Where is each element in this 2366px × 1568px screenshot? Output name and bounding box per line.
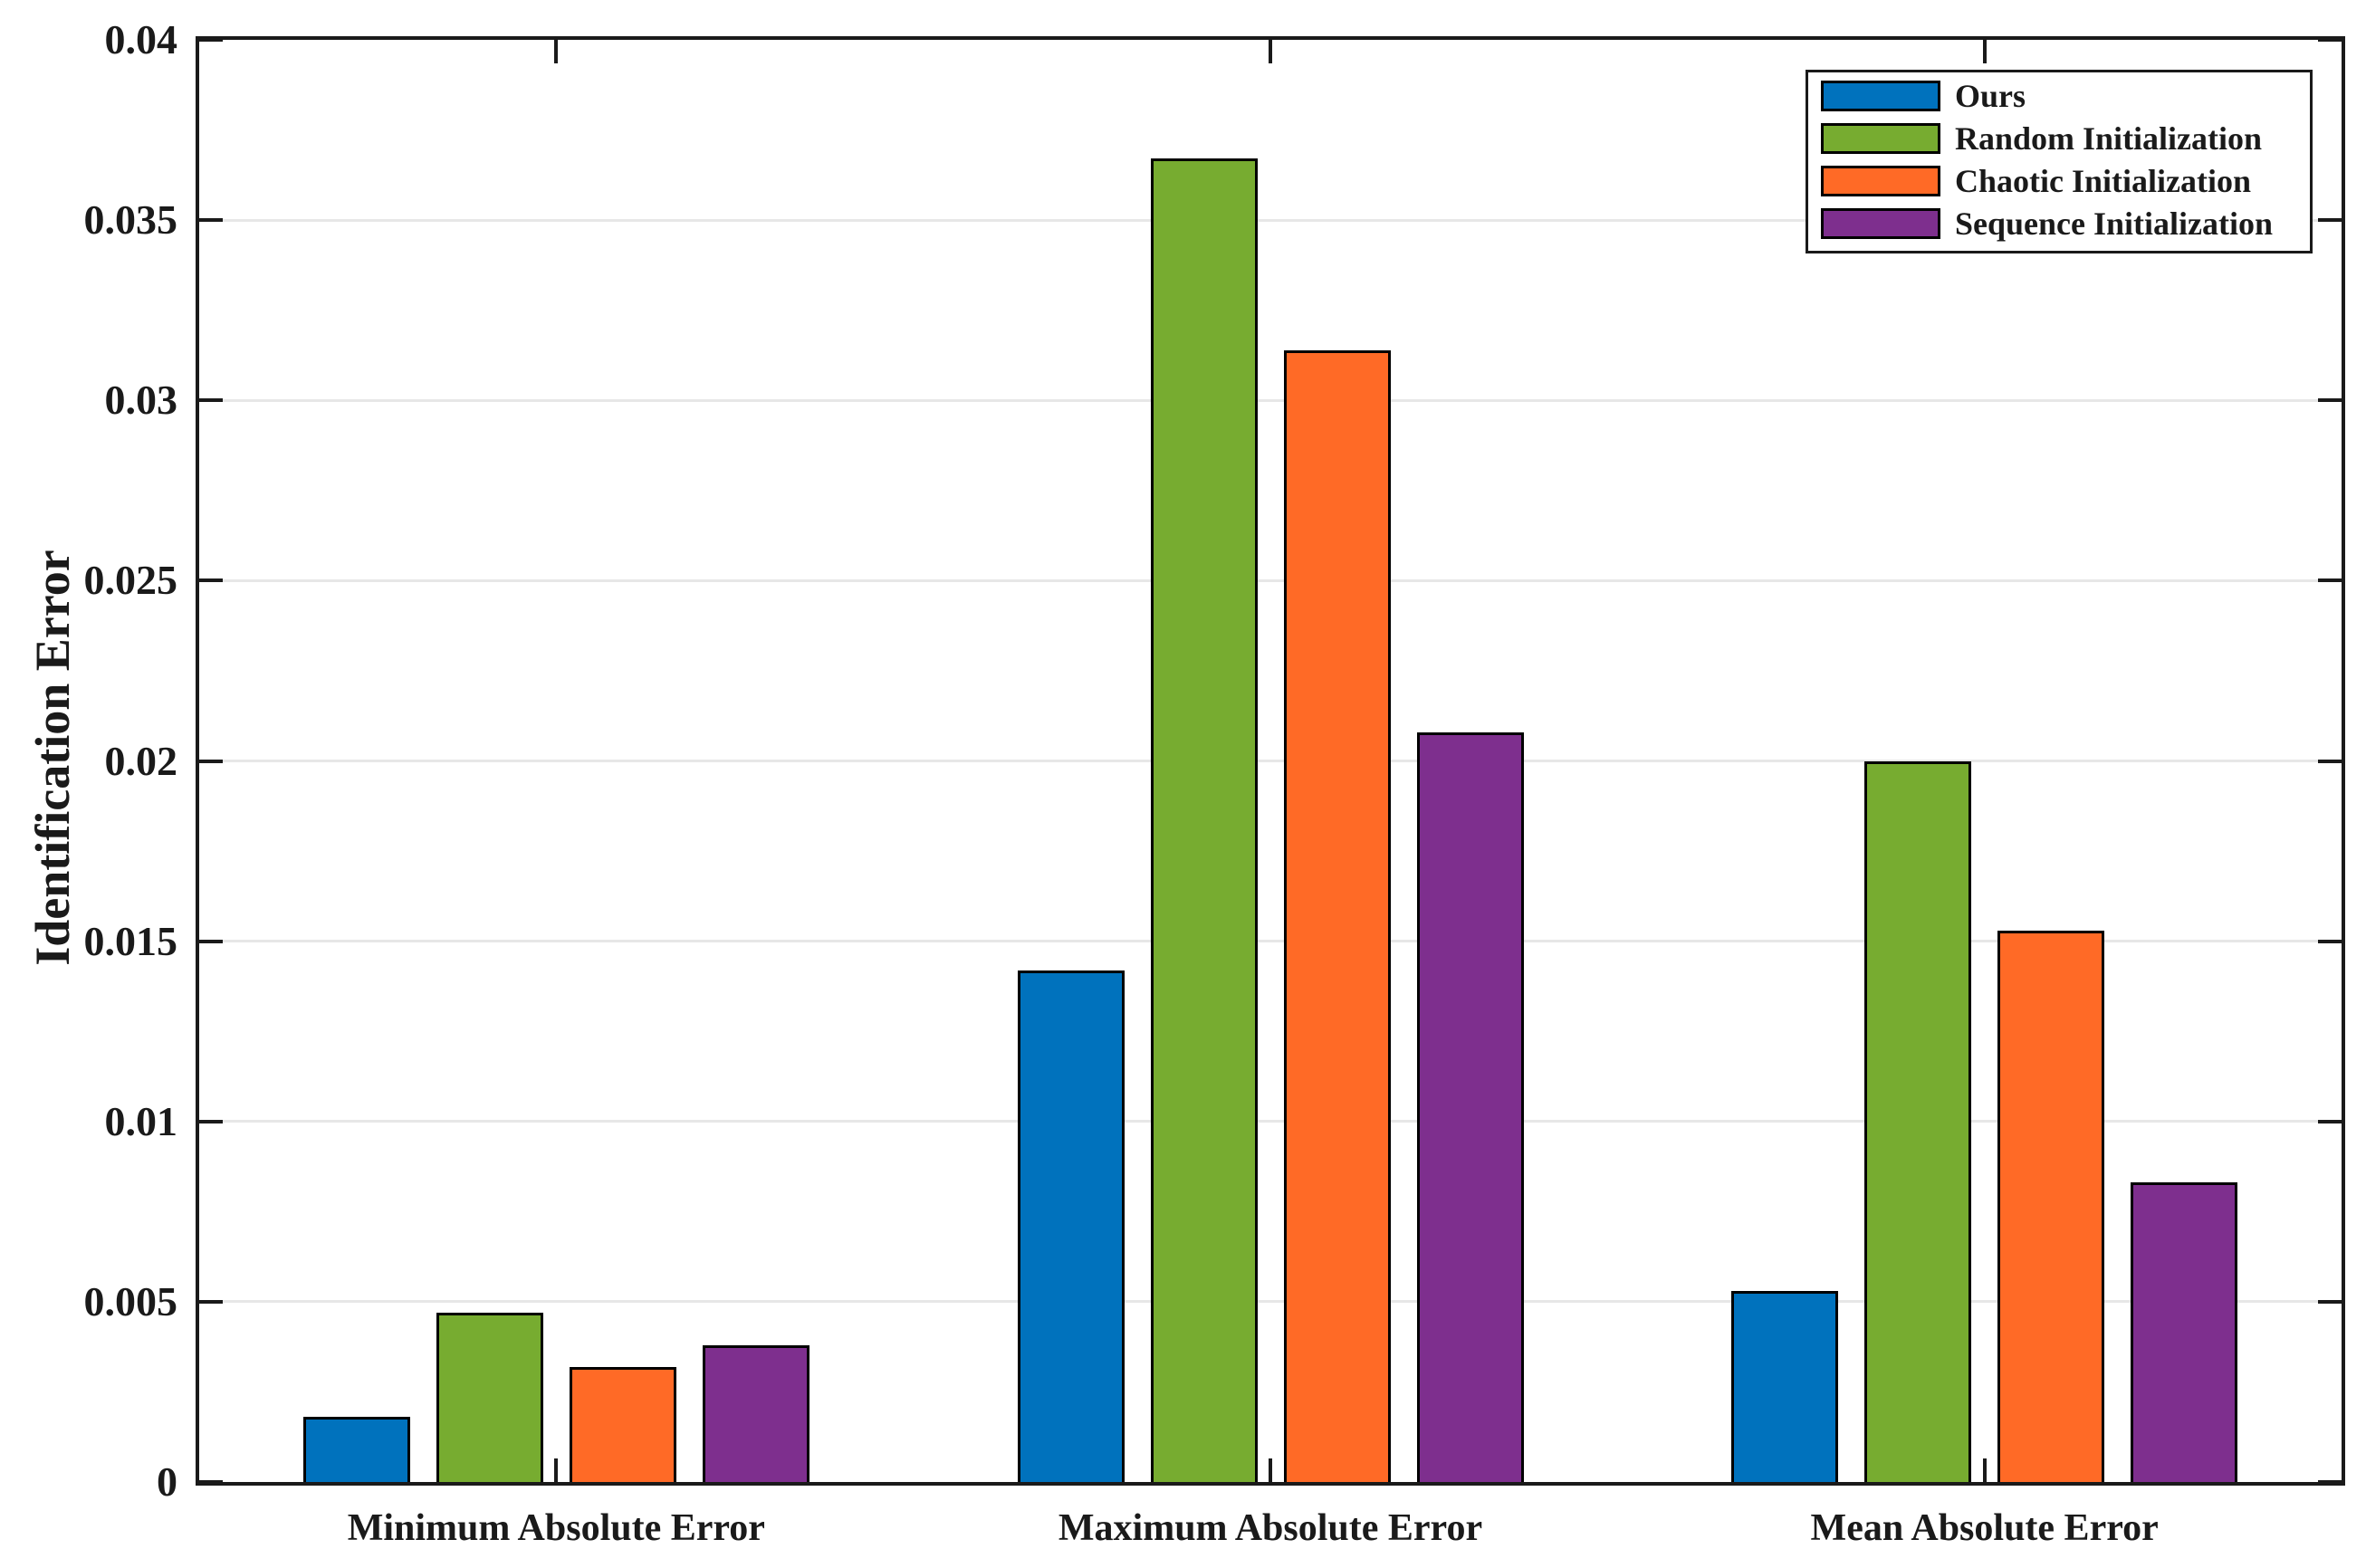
bar-sequence-initialization-1: [702, 1344, 809, 1482]
legend-item: Random Initialization: [1821, 120, 2310, 157]
x-tick-label: Mean Absolute Error: [1810, 1507, 2159, 1549]
y-tick-mark: [2318, 1299, 2342, 1304]
y-tick-mark: [199, 38, 223, 42]
y-tick-label: 0.04: [104, 16, 178, 62]
y-tick-mark: [2318, 1119, 2342, 1123]
y-tick-mark: [199, 939, 223, 943]
y-tick-mark: [199, 578, 223, 583]
bar-sequence-initialization-2: [1416, 731, 1524, 1482]
y-tick-label: 0.015: [83, 917, 178, 964]
y-tick-mark: [199, 398, 223, 403]
bar-chaotic-initialization-2: [1283, 349, 1391, 1482]
legend-label: Chaotic Initialization: [1955, 163, 2252, 199]
gridline: [199, 760, 2342, 762]
bar-random-initialization-3: [1864, 760, 1972, 1482]
y-tick-mark: [2318, 218, 2342, 223]
bar-random-initialization-1: [436, 1312, 543, 1482]
bar-sequence-initialization-3: [2131, 1182, 2238, 1482]
x-tick-mark: [1269, 40, 1272, 63]
legend-swatch-ours: [1821, 81, 1940, 111]
y-tick-label: 0.03: [104, 377, 178, 424]
bar-chaotic-initialization-1: [569, 1366, 676, 1482]
y-tick-mark: [199, 1299, 223, 1304]
x-tick-label: Maximum Absolute Error: [1058, 1507, 1483, 1549]
x-tick-mark: [1982, 1458, 1987, 1482]
legend-item: Ours: [1821, 78, 2310, 114]
x-tick-mark: [554, 1458, 559, 1482]
x-tick-mark: [1982, 40, 1987, 63]
y-tick-mark: [2318, 38, 2342, 42]
y-tick-mark: [2318, 578, 2342, 583]
legend-swatch-chaotic-initialization: [1821, 166, 1940, 196]
bar-random-initialization-2: [1150, 158, 1258, 1482]
y-tick-mark: [199, 759, 223, 763]
gridline: [199, 1300, 2342, 1304]
gridline: [199, 940, 2342, 943]
plot-area: [196, 36, 2345, 1486]
y-tick-label: 0.01: [104, 1097, 178, 1144]
gridline: [199, 1120, 2342, 1123]
bar-chaotic-initialization-3: [1997, 930, 2105, 1482]
bar-ours-2: [1017, 970, 1125, 1482]
y-tick-label: 0.005: [83, 1277, 178, 1324]
y-tick-label: 0.02: [104, 737, 178, 784]
y-tick-mark: [2318, 398, 2342, 403]
y-tick-label: 0: [157, 1458, 177, 1505]
bar-ours-1: [302, 1417, 410, 1482]
y-tick-mark: [199, 1119, 223, 1123]
x-tick-label: Minimum Absolute Error: [347, 1507, 765, 1549]
x-tick-mark: [554, 40, 559, 63]
legend-swatch-sequence-initialization: [1821, 208, 1940, 239]
legend-item: Chaotic Initialization: [1821, 163, 2310, 199]
gridline: [199, 218, 2342, 222]
y-tick-label: 0.025: [83, 557, 178, 604]
y-tick-mark: [2318, 939, 2342, 943]
y-tick-label: 0.035: [83, 196, 178, 244]
legend-item: Sequence Initialization: [1821, 206, 2310, 242]
legend-swatch-random-initialization: [1821, 123, 1940, 154]
legend-label: Random Initialization: [1955, 120, 2263, 157]
y-tick-mark: [199, 1480, 223, 1484]
legend-label: Ours: [1955, 78, 2026, 114]
x-tick-mark: [1269, 1458, 1272, 1482]
y-tick-mark: [2318, 759, 2342, 763]
y-tick-mark: [199, 218, 223, 223]
gridline: [199, 578, 2342, 582]
gridline: [199, 398, 2342, 402]
legend-label: Sequence Initialization: [1955, 206, 2274, 242]
legend: Ours Random Initialization Chaotic Initial…: [1806, 70, 2313, 253]
y-tick-mark: [2318, 1480, 2342, 1484]
bar-ours-3: [1731, 1290, 1839, 1482]
